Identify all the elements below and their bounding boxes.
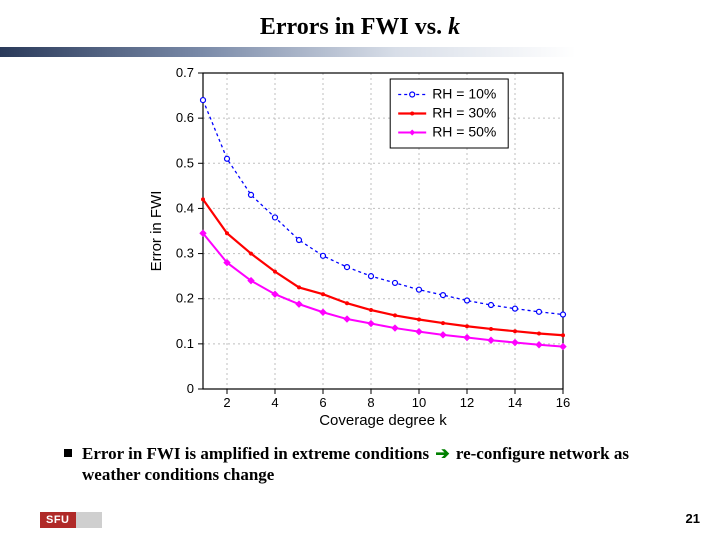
svg-text:Error in FWI: Error in FWI (148, 191, 165, 272)
chart-container: 2 4 6 8 10 12 14 16 0 0.1 0.2 0.3 0.4 0.5 0.6 0.7 Covera… (0, 57, 720, 433)
svg-text:0.4: 0.4 (176, 200, 194, 215)
bullet-item: Error in FWI is amplified in extreme con… (64, 443, 674, 486)
svg-text:0: 0 (187, 381, 194, 396)
page-title: Errors in FWI vs. k (260, 14, 460, 40)
svg-text:2: 2 (223, 395, 230, 410)
svg-text:0.3: 0.3 (176, 246, 194, 261)
fwi-error-chart: 2 4 6 8 10 12 14 16 0 0.1 0.2 0.3 0.4 0.5 0.6 0.7 Covera… (145, 63, 575, 433)
svg-text:0.6: 0.6 (176, 110, 194, 125)
bullet-before: Error in FWI is amplified in extreme con… (82, 444, 433, 463)
bullet-region: Error in FWI is amplified in extreme con… (0, 433, 720, 486)
svg-text:14: 14 (508, 395, 522, 410)
svg-text:6: 6 (319, 395, 326, 410)
sfu-logo-text: SFU (40, 512, 76, 528)
svg-text:16: 16 (556, 395, 570, 410)
svg-text:Coverage degree k: Coverage degree k (319, 412, 447, 429)
sfu-logo: SFU (40, 512, 102, 528)
title-prefix: Errors in FWI vs. (260, 14, 448, 40)
svg-text:0.7: 0.7 (176, 65, 194, 80)
header-gradient-bar (0, 47, 720, 57)
svg-text:RH = 10%: RH = 10% (432, 86, 496, 102)
page-number: 21 (686, 511, 700, 526)
title-region: Errors in FWI vs. k (0, 0, 720, 47)
svg-text:RH = 50%: RH = 50% (432, 124, 496, 140)
svg-text:RH = 30%: RH = 30% (432, 105, 496, 121)
svg-text:0.5: 0.5 (176, 155, 194, 170)
svg-text:0.2: 0.2 (176, 291, 194, 306)
svg-text:12: 12 (460, 395, 474, 410)
svg-text:8: 8 (367, 395, 374, 410)
svg-text:0.1: 0.1 (176, 336, 194, 351)
title-italic: k (448, 14, 460, 40)
bullet-text: Error in FWI is amplified in extreme con… (82, 443, 674, 486)
svg-text:10: 10 (412, 395, 426, 410)
sfu-logo-grey-block (76, 512, 102, 528)
bullet-square-icon (64, 449, 72, 457)
arrow-right-icon: ➔ (433, 444, 451, 463)
svg-text:4: 4 (271, 395, 278, 410)
